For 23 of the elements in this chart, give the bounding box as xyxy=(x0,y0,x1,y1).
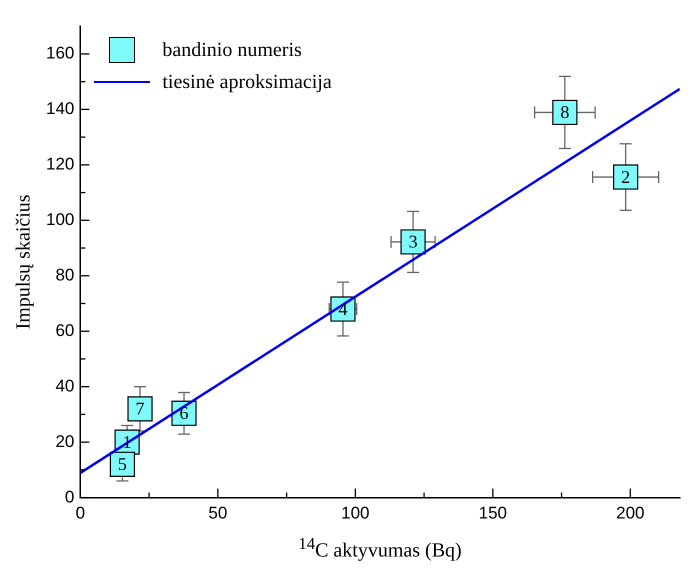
x-tick-label: 150 xyxy=(478,503,508,522)
annotation: 3 xyxy=(408,232,418,252)
x-tick-label: 200 xyxy=(616,503,644,522)
annotation: 5 xyxy=(118,454,127,474)
y-tick-label: 160 xyxy=(46,44,74,63)
y-tick-label: 120 xyxy=(46,154,74,174)
annotation: 8 xyxy=(560,102,570,122)
x-tick-label: 100 xyxy=(341,503,370,522)
annotation: 2 xyxy=(621,166,630,187)
y-axis-title: Impulsų skaičius xyxy=(12,194,34,330)
y-tick-label: 0 xyxy=(64,487,74,506)
legend-label: tiesinė aproksimacija xyxy=(162,70,332,94)
y-tick-label: 140 xyxy=(46,99,74,118)
y-tick-label: 100 xyxy=(46,210,74,229)
y-tick-label: 20 xyxy=(55,432,74,451)
annotation: 7 xyxy=(136,398,145,419)
x-tick-label: 50 xyxy=(208,503,228,522)
legend-label: bandinio numeris xyxy=(162,38,302,62)
y-tick-label: 60 xyxy=(55,320,74,340)
y-tick-label: 40 xyxy=(55,376,74,396)
annotation: 6 xyxy=(180,403,189,424)
y-tick-label: 80 xyxy=(55,265,74,284)
x-axis-title: $^{14}$C aktyvumas (Bq) xyxy=(297,534,463,562)
